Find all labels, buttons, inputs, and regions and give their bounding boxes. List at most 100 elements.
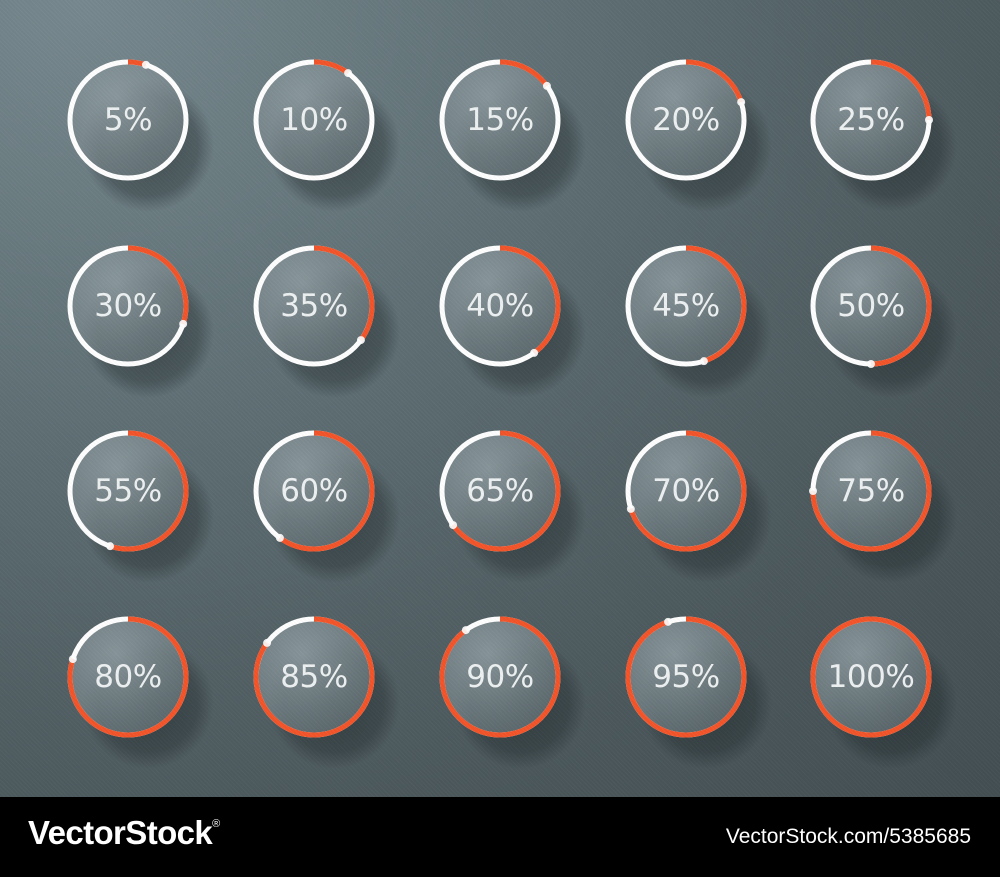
gauge-progress-arc bbox=[439, 616, 561, 738]
gauge-graphic bbox=[67, 430, 214, 583]
gauge-glint bbox=[699, 357, 708, 366]
gauge-glint bbox=[263, 638, 272, 647]
gauge-graphic bbox=[625, 616, 772, 769]
gauge-disc bbox=[257, 620, 371, 734]
gauge-glint bbox=[530, 348, 539, 357]
gauge-glint bbox=[179, 319, 188, 328]
gauge-percent-label: 75% bbox=[837, 473, 905, 509]
gauge-percent-label: 15% bbox=[466, 102, 534, 138]
progress-gauge: 80% bbox=[66, 615, 216, 769]
gauge-disc bbox=[814, 249, 928, 363]
gauge-disc bbox=[629, 434, 743, 548]
gauge-disc bbox=[443, 620, 557, 734]
progress-gauge: 90% bbox=[438, 615, 588, 769]
image-id: VectorStock.com/5385685 bbox=[725, 825, 971, 848]
gauge-percent-label: 100% bbox=[827, 659, 915, 695]
gauge-glint bbox=[809, 487, 817, 495]
gauge-percent-label: 20% bbox=[652, 102, 720, 138]
gauge-graphic bbox=[67, 59, 214, 212]
gauge-progress-arc bbox=[439, 59, 561, 181]
gauge-progress-arc bbox=[67, 245, 189, 367]
gauge-progress-arc bbox=[625, 430, 747, 552]
progress-gauge: 20% bbox=[624, 58, 774, 212]
gauge-graphic bbox=[439, 430, 586, 583]
gauge-disc bbox=[814, 63, 928, 177]
footer-bar: VectorStock® VectorStock.com/5385685 bbox=[0, 797, 1000, 877]
gauge-graphic bbox=[67, 616, 214, 769]
gauge-progress-arc bbox=[67, 59, 189, 181]
gauge-percent-label: 90% bbox=[466, 659, 534, 695]
gauge-glint bbox=[925, 116, 933, 124]
gauge-progress-arc bbox=[625, 245, 747, 367]
gauge-percent-label: 40% bbox=[466, 288, 534, 324]
gauge-graphic bbox=[810, 616, 957, 769]
gauge-glint bbox=[68, 655, 77, 664]
gauge-disc bbox=[257, 63, 371, 177]
progress-gauge: 65% bbox=[438, 429, 588, 583]
gauge-graphic bbox=[253, 245, 400, 398]
gauge-progress-arc bbox=[810, 616, 932, 738]
gauge-glint bbox=[449, 521, 458, 530]
gauge-percent-label: 70% bbox=[652, 473, 720, 509]
gauge-disc bbox=[443, 249, 557, 363]
gauge-percent-label: 30% bbox=[94, 288, 162, 324]
gauge-glint bbox=[275, 533, 284, 542]
gauge-progress-arc bbox=[67, 430, 189, 552]
gauge-disc bbox=[814, 620, 928, 734]
progress-gauge: 60% bbox=[252, 429, 402, 583]
gauge-percent-label: 5% bbox=[103, 102, 153, 138]
gauge-graphic bbox=[253, 616, 400, 769]
gauge-percent-label: 25% bbox=[837, 102, 905, 138]
gauge-glint bbox=[141, 60, 150, 69]
gauge-disc bbox=[629, 620, 743, 734]
gauge-graphic bbox=[810, 245, 957, 398]
progress-gauge: 50% bbox=[809, 244, 959, 398]
gauge-graphic bbox=[439, 245, 586, 398]
progress-gauge: 35% bbox=[252, 244, 402, 398]
progress-gauge: 10% bbox=[252, 58, 402, 212]
gauge-graphic bbox=[810, 59, 957, 212]
progress-gauge: 25% bbox=[809, 58, 959, 212]
gauge-glint bbox=[106, 542, 115, 551]
gauge-graphic bbox=[439, 59, 586, 212]
gauge-graphic bbox=[625, 245, 772, 398]
gauge-glint bbox=[461, 626, 470, 635]
gauge-glint bbox=[737, 98, 746, 107]
gauge-percent-label: 45% bbox=[652, 288, 720, 324]
gauge-glint bbox=[344, 69, 353, 78]
gauge-disc bbox=[71, 249, 185, 363]
progress-gauge: 40% bbox=[438, 244, 588, 398]
gauge-glint bbox=[542, 81, 551, 90]
gauge-glint bbox=[356, 336, 365, 345]
gauge-disc bbox=[443, 63, 557, 177]
gauge-progress-arc bbox=[253, 430, 375, 552]
gauge-disc bbox=[71, 434, 185, 548]
progress-gauge: 100% bbox=[809, 615, 959, 769]
gauge-panel: 5% 10% 15% 20% 25% 30% 35% 40% 45% 50% 55% 60% 65% 70… bbox=[0, 0, 1000, 797]
brand-name: VectorStock bbox=[28, 814, 213, 851]
gauge-disc bbox=[629, 63, 743, 177]
gauge-disc bbox=[629, 249, 743, 363]
gauge-progress-arc bbox=[625, 59, 747, 181]
gauge-disc bbox=[257, 249, 371, 363]
progress-gauge: 30% bbox=[66, 244, 216, 398]
progress-gauge: 45% bbox=[624, 244, 774, 398]
gauge-progress-arc bbox=[253, 59, 375, 181]
gauge-disc bbox=[443, 434, 557, 548]
gauge-disc bbox=[814, 434, 928, 548]
gauge-percent-label: 80% bbox=[94, 659, 162, 695]
progress-gauge: 75% bbox=[809, 429, 959, 583]
gauge-graphic bbox=[625, 59, 772, 212]
gauge-glint bbox=[867, 360, 875, 368]
registered-mark: ® bbox=[212, 818, 220, 830]
gauge-glint bbox=[664, 617, 673, 626]
gauge-graphic bbox=[67, 245, 214, 398]
gauge-percent-label: 10% bbox=[280, 102, 348, 138]
gauge-graphic bbox=[253, 430, 400, 583]
gauge-disc bbox=[71, 620, 185, 734]
gauge-percent-label: 65% bbox=[466, 473, 534, 509]
brand-logo: VectorStock® bbox=[28, 814, 220, 852]
progress-gauge: 85% bbox=[252, 615, 402, 769]
gauge-glint bbox=[626, 504, 635, 513]
gauge-graphic bbox=[439, 616, 586, 769]
